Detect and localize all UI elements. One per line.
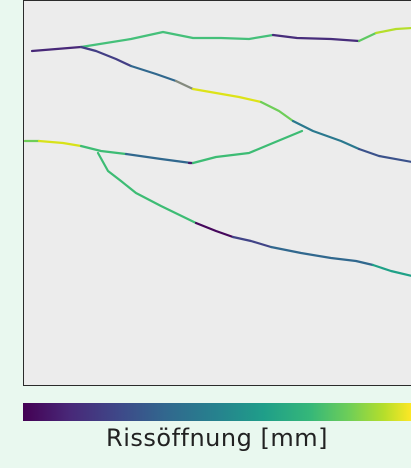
crack-segment <box>124 152 193 165</box>
crack-segment <box>291 119 361 151</box>
crack-segment <box>191 129 304 165</box>
crack-segment <box>174 79 195 91</box>
crack-segment <box>231 235 273 249</box>
crack-segment <box>357 31 378 43</box>
crack-segment <box>191 87 263 104</box>
crack-segment <box>129 64 178 83</box>
crack-plot-area <box>23 0 411 386</box>
crack-segment <box>96 151 198 225</box>
crack-segment <box>194 221 235 239</box>
colorbar-label: Rissöffnung [mm] <box>106 424 328 452</box>
crack-segment <box>79 144 128 156</box>
crack-segment <box>269 245 375 267</box>
crack-segment <box>357 147 411 163</box>
crack-segment <box>271 33 361 43</box>
crack-segment <box>30 45 83 53</box>
crack-segment <box>37 139 83 148</box>
colorbar <box>23 403 411 421</box>
crack-map <box>24 26 411 277</box>
crack-segment <box>79 30 275 49</box>
crack-segment <box>371 263 411 277</box>
crack-segment <box>259 100 295 123</box>
crack-segment <box>374 26 411 35</box>
crack-segment <box>79 45 133 68</box>
